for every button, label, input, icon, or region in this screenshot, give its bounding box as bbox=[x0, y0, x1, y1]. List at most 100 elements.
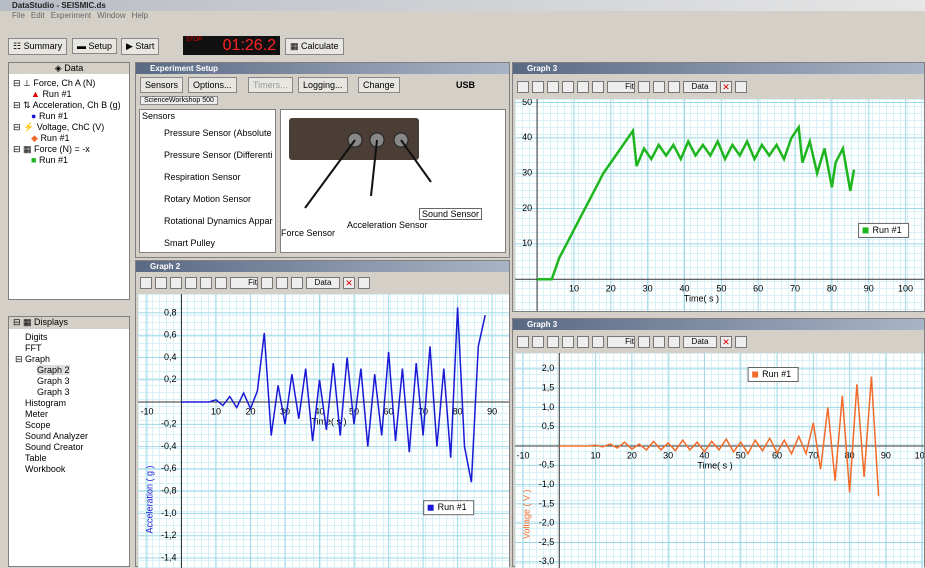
fit-button[interactable]: Fit bbox=[230, 277, 258, 289]
tree-item[interactable]: ⊟ ⇅ Acceleration, Ch B (g) bbox=[13, 100, 121, 111]
data-button[interactable]: Data bbox=[306, 277, 340, 289]
tool-icon[interactable] bbox=[155, 277, 167, 289]
options-button[interactable]: Options... bbox=[188, 77, 237, 93]
tool-icon[interactable] bbox=[140, 277, 152, 289]
tool-icon[interactable] bbox=[638, 336, 650, 348]
tool-icon[interactable] bbox=[668, 81, 680, 93]
tool-icon[interactable] bbox=[735, 336, 747, 348]
tool-icon[interactable] bbox=[562, 336, 574, 348]
tool-icon[interactable] bbox=[517, 336, 529, 348]
tool-icon[interactable] bbox=[668, 336, 680, 348]
tool-icon[interactable] bbox=[276, 277, 288, 289]
setup-button[interactable]: ▬ Setup bbox=[72, 38, 117, 54]
tree-item[interactable]: ⊟ ⚡ Voltage, ChC (V) bbox=[13, 122, 104, 133]
delete-button[interactable]: ✕ bbox=[720, 81, 732, 93]
calculate-button[interactable]: ▦ Calculate bbox=[285, 38, 344, 55]
y-tick-label: -0,5 bbox=[539, 460, 555, 470]
y-tick-label: 50 bbox=[522, 99, 532, 107]
tree-item[interactable]: Scope bbox=[25, 420, 51, 430]
tree-item[interactable]: Graph 2 bbox=[37, 365, 70, 375]
tool-icon[interactable] bbox=[547, 336, 559, 348]
x-tick-label: 70 bbox=[808, 450, 818, 460]
tree-item[interactable]: FFT bbox=[25, 343, 42, 353]
sensor-item[interactable]: Pressure Sensor (Absolute bbox=[164, 128, 272, 138]
tool-icon[interactable] bbox=[517, 81, 529, 93]
tree-item[interactable]: ◆ Run #1 bbox=[31, 133, 69, 144]
delete-button[interactable]: ✕ bbox=[343, 277, 355, 289]
tool-icon[interactable] bbox=[532, 81, 544, 93]
tree-item[interactable]: ▲ Run #1 bbox=[31, 89, 71, 99]
menu-item[interactable]: File bbox=[12, 11, 25, 23]
y-tick-label: -1,4 bbox=[161, 552, 177, 562]
tree-item[interactable]: Meter bbox=[25, 409, 48, 419]
tool-icon[interactable] bbox=[170, 277, 182, 289]
timers-button[interactable]: Timers... bbox=[248, 77, 293, 93]
sensor-item[interactable]: Respiration Sensor bbox=[164, 172, 241, 182]
tree-item[interactable]: Histogram bbox=[25, 398, 66, 408]
tree-item[interactable]: ■ Run #1 bbox=[31, 155, 68, 165]
tool-icon[interactable] bbox=[562, 81, 574, 93]
fit-button[interactable]: Fit bbox=[607, 336, 635, 348]
tree-item[interactable]: ⊟ ▦ Force (N) = -x bbox=[13, 144, 90, 155]
legend-label: Run #1 bbox=[873, 225, 902, 235]
graph-toolbar: Fit Data✕ bbox=[517, 334, 747, 350]
tool-icon[interactable] bbox=[547, 81, 559, 93]
tool-icon[interactable] bbox=[653, 336, 665, 348]
tool-icon[interactable] bbox=[638, 81, 650, 93]
tree-item[interactable]: Graph 3 bbox=[37, 387, 70, 397]
tool-icon[interactable] bbox=[200, 277, 212, 289]
menu-item[interactable]: Edit bbox=[31, 11, 45, 23]
y-tick-label: -3,0 bbox=[539, 556, 555, 566]
x-tick-label: 30 bbox=[663, 450, 673, 460]
tool-icon[interactable] bbox=[592, 81, 604, 93]
tool-icon[interactable] bbox=[291, 277, 303, 289]
tool-icon[interactable] bbox=[261, 277, 273, 289]
tree-item[interactable]: Digits bbox=[25, 332, 48, 342]
tree-item[interactable]: ⊟ Graph bbox=[15, 354, 50, 365]
tool-icon[interactable] bbox=[532, 336, 544, 348]
y-tick-label: -2,5 bbox=[539, 537, 555, 547]
change-button[interactable]: Change bbox=[358, 77, 400, 93]
x-tick-label: 10 bbox=[569, 284, 579, 294]
tool-icon[interactable] bbox=[735, 81, 747, 93]
summary-button[interactable]: ☷ Summary bbox=[8, 38, 67, 55]
label: Digits bbox=[25, 332, 48, 342]
tool-icon[interactable] bbox=[653, 81, 665, 93]
data-line bbox=[559, 377, 878, 497]
tree-item[interactable]: Table bbox=[25, 453, 47, 463]
tree-item[interactable]: ● Run #1 bbox=[31, 111, 68, 121]
tool-icon[interactable] bbox=[592, 336, 604, 348]
tool-icon[interactable] bbox=[215, 277, 227, 289]
label: Force (N) = -x bbox=[34, 144, 90, 154]
sensor-item[interactable]: Rotational Dynamics Appar bbox=[164, 216, 273, 226]
delete-button[interactable]: ✕ bbox=[720, 336, 732, 348]
data-button[interactable]: Data bbox=[683, 336, 717, 348]
tool-icon[interactable] bbox=[185, 277, 197, 289]
sensor-item[interactable]: Pressure Sensor (Differenti bbox=[164, 150, 272, 160]
label: Start bbox=[135, 41, 154, 51]
tree-item[interactable]: Graph 3 bbox=[37, 376, 70, 386]
x-tick-label: 70 bbox=[790, 284, 800, 294]
label: Run #1 bbox=[40, 133, 69, 143]
data-button[interactable]: Data bbox=[683, 81, 717, 93]
logging-button[interactable]: Logging... bbox=[298, 77, 348, 93]
menu-item[interactable]: Experiment bbox=[51, 11, 91, 23]
tree-item[interactable]: Workbook bbox=[25, 464, 65, 474]
sensor-item[interactable]: Smart Pulley bbox=[164, 238, 215, 248]
x-tick-label: 20 bbox=[627, 450, 637, 460]
start-button[interactable]: ▶ Start bbox=[121, 38, 159, 55]
tree-item[interactable]: ⊟ ⊥ Force, Ch A (N) bbox=[13, 78, 95, 89]
tree-item[interactable]: Sound Creator bbox=[25, 442, 84, 452]
menu-item[interactable]: Window bbox=[97, 11, 125, 23]
tool-icon[interactable] bbox=[358, 277, 370, 289]
y-tick-label: -1,5 bbox=[539, 498, 555, 508]
sensors-button[interactable]: Sensors bbox=[140, 77, 183, 93]
tool-icon[interactable] bbox=[577, 336, 589, 348]
tree-item[interactable]: Sound Analyzer bbox=[25, 431, 88, 441]
tab[interactable]: ScienceWorkshop 500 bbox=[140, 96, 218, 105]
data-panel: ◈ Data ⊟ ⊥ Force, Ch A (N) ▲ Run #1 ⊟ ⇅ … bbox=[8, 62, 130, 300]
tool-icon[interactable] bbox=[577, 81, 589, 93]
sensor-item[interactable]: Rotary Motion Sensor bbox=[164, 194, 251, 204]
menu-item[interactable]: Help bbox=[132, 11, 148, 23]
fit-button[interactable]: Fit bbox=[607, 81, 635, 93]
